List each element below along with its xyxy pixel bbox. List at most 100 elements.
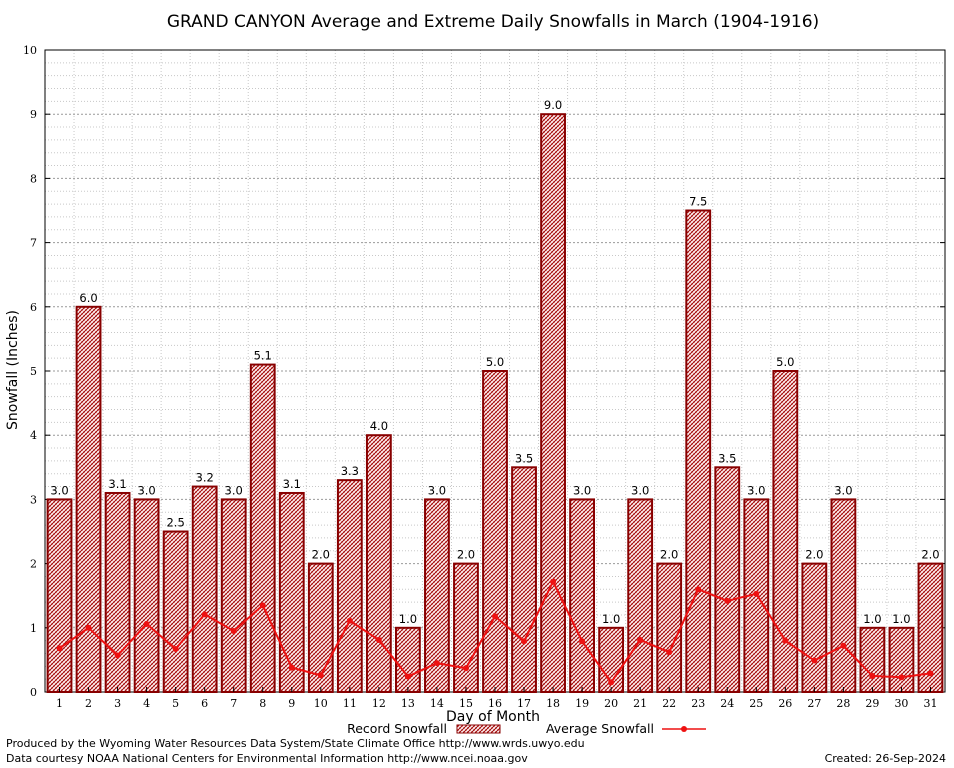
average-point-day-9: [288, 664, 295, 671]
x-tick-label: 22: [662, 697, 676, 710]
y-tick-label: 9: [30, 108, 37, 121]
x-tick-label: 26: [778, 697, 792, 710]
footer-producer: Produced by the Wyoming Water Resources …: [6, 737, 585, 750]
footer-data-source: Data courtesy NOAA National Centers for …: [6, 752, 528, 765]
bar-label-day-12: 4.0: [370, 419, 388, 433]
bar-label-day-21: 3.0: [631, 483, 649, 497]
x-tick-label: 13: [401, 697, 415, 710]
bar-day-29: [859, 626, 886, 693]
bar-day-15: [453, 562, 479, 693]
y-tick-label: 6: [30, 301, 37, 314]
average-point-day-4: [143, 620, 150, 627]
bar-label-day-28: 3.0: [834, 483, 852, 497]
average-point-day-26: [782, 637, 789, 644]
bar-label-day-31: 2.0: [921, 548, 939, 562]
bar-day-24: [714, 466, 741, 693]
bar-day-13: [395, 626, 421, 693]
x-tick-label: 30: [894, 697, 908, 710]
bar-label-day-16: 5.0: [486, 355, 504, 369]
chart-title: GRAND CANYON Average and Extreme Daily S…: [167, 12, 819, 32]
x-tick-label: 15: [459, 697, 473, 710]
bar-day-4: [133, 498, 160, 693]
bar-day-16: [482, 370, 508, 693]
bar-label-day-7: 3.0: [225, 483, 243, 497]
average-point-day-20: [608, 679, 615, 686]
x-tick-label: 16: [488, 697, 502, 710]
x-tick-label: 20: [604, 697, 618, 710]
x-tick-label: 18: [546, 697, 560, 710]
bar-label-day-11: 3.3: [341, 464, 359, 478]
average-point-day-10: [317, 672, 324, 679]
average-point-day-25: [753, 590, 760, 597]
y-tick-label: 1: [30, 622, 37, 635]
bar-day-22: [656, 562, 683, 693]
average-point-day-7: [230, 628, 237, 635]
x-tick-label: 14: [430, 697, 444, 710]
x-tick-label: 21: [633, 697, 647, 710]
bar-label-day-17: 3.5: [515, 451, 533, 465]
bar-day-12: [365, 434, 392, 693]
average-point-day-31: [927, 670, 934, 677]
bar-label-day-14: 3.0: [428, 483, 446, 497]
bar-label-day-4: 3.0: [137, 483, 155, 497]
x-axis-label: Day of Month: [446, 709, 540, 725]
x-tick-label: 19: [575, 697, 589, 710]
bar-label-day-6: 3.2: [196, 471, 214, 485]
average-point-day-17: [521, 638, 528, 645]
bar-day-18: [540, 113, 566, 693]
average-point-day-16: [492, 613, 498, 620]
x-tick-label: 2: [85, 697, 92, 710]
bar-day-11: [336, 479, 363, 694]
x-tick-label: 29: [865, 697, 879, 710]
x-tick-label: 10: [314, 697, 328, 710]
bar-day-1: [46, 498, 73, 693]
bar-label-day-24: 3.5: [718, 451, 736, 465]
x-tick-label: 7: [230, 697, 237, 710]
bar-data-labels: 3.0 6.0 3.1 3.0 2.5 3.2 3.0 5.1 3.1 2.0 3.3 4.0 1.0 3…: [50, 98, 939, 626]
bar-label-day-3: 3.1: [108, 477, 126, 491]
bar-day-23: [685, 209, 712, 693]
bar-day-27: [801, 562, 828, 693]
bar-label-day-19: 3.0: [573, 483, 591, 497]
y-tick-label: 0: [30, 686, 37, 699]
bar-label-day-1: 3.0: [50, 483, 68, 497]
bar-label-day-20: 1.0: [602, 612, 620, 626]
bar-day-30: [888, 626, 915, 693]
average-point-day-11: [346, 617, 353, 624]
legend-record-swatch: [456, 724, 501, 734]
y-tick-label: 5: [30, 365, 37, 378]
average-point-day-3: [114, 652, 121, 659]
y-axis-label: Snowfall (Inches): [5, 310, 21, 430]
average-point-day-13: [404, 673, 411, 680]
bar-label-day-23: 7.5: [689, 195, 707, 209]
y-tick-label: 4: [30, 429, 37, 442]
bar-day-28: [830, 498, 857, 693]
bar-label-day-30: 1.0: [892, 612, 910, 626]
x-tick-label: 25: [749, 697, 763, 710]
bar-label-day-10: 2.0: [312, 548, 330, 562]
bar-label-day-18: 9.0: [544, 98, 562, 112]
average-point-day-18: [550, 578, 557, 585]
average-point-day-12: [375, 636, 382, 643]
y-tick-label: 3: [30, 493, 37, 506]
record-bars: [46, 113, 944, 694]
x-tick-label: 9: [288, 697, 295, 710]
average-line: [56, 578, 934, 686]
average-point-day-15: [462, 665, 469, 672]
average-point-day-2: [85, 624, 92, 631]
average-point-day-6: [201, 611, 208, 618]
x-tick-label: 3: [114, 697, 121, 710]
bar-day-6: [191, 485, 218, 693]
bar-label-day-9: 3.1: [283, 477, 301, 491]
average-point-day-5: [172, 645, 179, 652]
x-tick-label: 5: [172, 697, 179, 710]
average-point-day-24: [724, 597, 731, 604]
footer-created-date: Created: 26-Sep-2024: [824, 752, 946, 765]
legend-average-label: Average Snowfall: [546, 721, 654, 736]
average-point-day-1: [56, 645, 63, 652]
x-tick-label: 23: [691, 697, 705, 710]
x-tick-label: 24: [720, 697, 734, 710]
y-tick-label: 2: [30, 558, 37, 571]
y-axis-ticks: 0 1 2 3 4 5 6 7 8 9 10: [23, 44, 945, 699]
